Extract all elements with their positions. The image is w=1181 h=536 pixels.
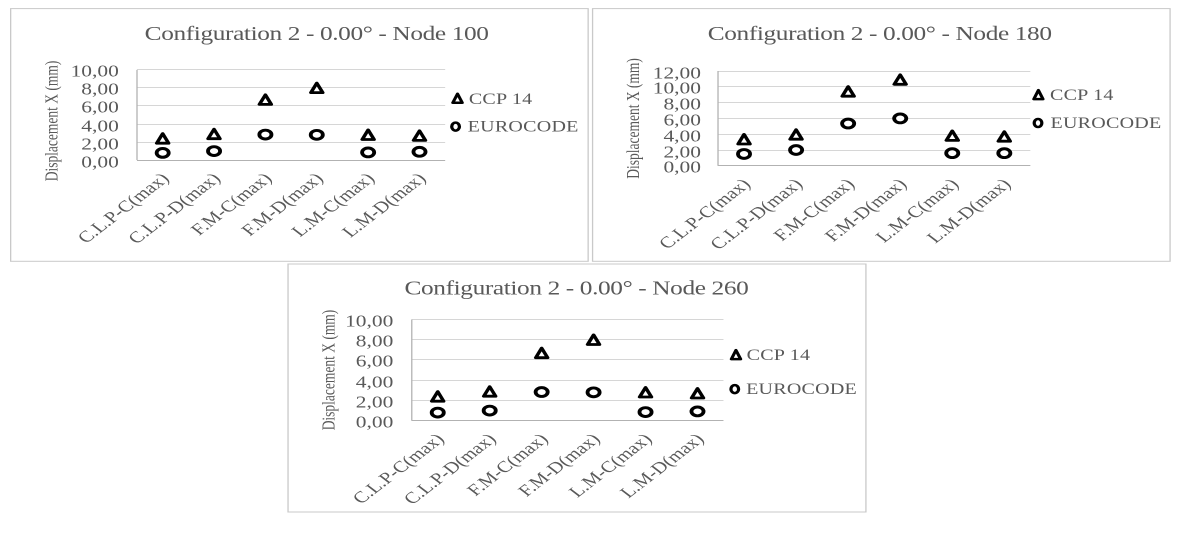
- svg-text:2,00: 2,00: [81, 136, 119, 154]
- svg-text:0,00: 0,00: [356, 414, 394, 432]
- svg-text:12,00: 12,00: [653, 65, 701, 83]
- svg-text:4,00: 4,00: [81, 118, 119, 136]
- svg-text:Displacement X (mm): Displacement X (mm): [320, 310, 339, 431]
- svg-text:10,00: 10,00: [71, 63, 119, 81]
- svg-text:2,00: 2,00: [663, 144, 701, 162]
- svg-text:8,00: 8,00: [81, 81, 119, 99]
- svg-text:8,00: 8,00: [663, 96, 701, 114]
- svg-text:0,00: 0,00: [663, 159, 701, 177]
- svg-text:2,00: 2,00: [356, 394, 394, 412]
- svg-text:Configuration 2 - 0.00° - Node: Configuration 2 - 0.00° - Node 100: [145, 23, 489, 45]
- svg-text:EUROCODE: EUROCODE: [746, 380, 857, 397]
- svg-text:10,00: 10,00: [345, 313, 393, 331]
- svg-text:Configuration 2 - 0.00° - Node: Configuration 2 - 0.00° - Node 180: [708, 23, 1052, 45]
- svg-text:EUROCODE: EUROCODE: [468, 118, 579, 135]
- svg-text:6,00: 6,00: [81, 99, 119, 117]
- svg-text:CCP 14: CCP 14: [747, 346, 811, 363]
- svg-text:4,00: 4,00: [663, 128, 701, 146]
- svg-text:Displacement X (mm): Displacement X (mm): [625, 58, 644, 179]
- svg-text:CCP 14: CCP 14: [1050, 86, 1114, 103]
- svg-text:EUROCODE: EUROCODE: [1050, 114, 1161, 131]
- svg-text:6,00: 6,00: [663, 112, 701, 130]
- svg-text:CCP 14: CCP 14: [469, 90, 533, 107]
- svg-text:8,00: 8,00: [356, 333, 394, 351]
- svg-text:Configuration 2 - 0.00° - Node: Configuration 2 - 0.00° - Node 260: [405, 277, 749, 299]
- svg-text:6,00: 6,00: [356, 353, 394, 371]
- svg-text:10,00: 10,00: [653, 80, 701, 98]
- svg-text:Displacement X (mm): Displacement X (mm): [43, 61, 62, 182]
- svg-text:4,00: 4,00: [356, 374, 394, 392]
- svg-text:0,00: 0,00: [81, 154, 119, 172]
